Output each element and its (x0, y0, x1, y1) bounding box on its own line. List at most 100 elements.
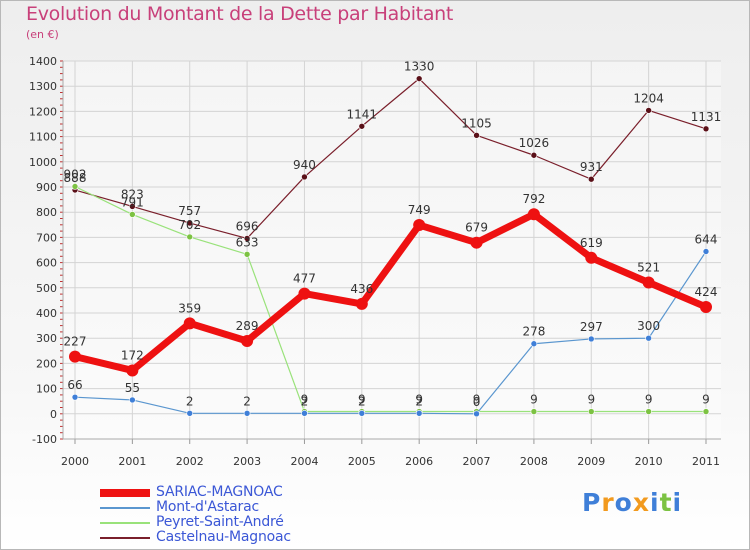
data-label-mont-d-astarac: 300 (637, 319, 660, 333)
data-label-peyret-saint-andr: 902 (64, 167, 87, 181)
data-point-mont-d-astarac (71, 393, 79, 401)
data-point-sariac-magnoac (413, 219, 426, 232)
data-label-sariac-magnoac: 227 (64, 335, 87, 349)
data-label-mont-d-astarac: 55 (125, 381, 140, 395)
data-label-castelnau-magnoac: 1141 (347, 107, 378, 121)
x-tick-label: 2009 (577, 455, 605, 468)
data-point-peyret-saint-andr (71, 183, 79, 190)
logo-letter: o (614, 488, 633, 517)
data-label-castelnau-magnoac: 757 (178, 204, 201, 218)
x-tick-label: 2006 (405, 455, 433, 468)
data-label-sariac-magnoac: 792 (522, 192, 545, 206)
data-point-sariac-magnoac (527, 208, 540, 221)
data-label-sariac-magnoac: 679 (465, 221, 488, 235)
y-tick-label: 300 (36, 332, 57, 345)
data-point-castelnau-magnoac (358, 122, 366, 130)
y-tick-label: 600 (36, 257, 57, 270)
data-label-sariac-magnoac: 619 (580, 236, 603, 250)
y-tick-label: 0 (50, 408, 57, 421)
legend-label: Peyret-Saint-André (156, 514, 284, 530)
data-label-mont-d-astarac: 297 (580, 320, 603, 334)
data-label-mont-d-astarac: 66 (67, 378, 82, 392)
logo-letter: i (650, 488, 660, 517)
data-label-sariac-magnoac: 477 (293, 272, 316, 286)
x-tick-label: 2000 (61, 455, 89, 468)
data-label-sariac-magnoac: 424 (695, 285, 718, 299)
data-point-sariac-magnoac (298, 287, 311, 300)
data-point-sariac-magnoac (700, 300, 712, 313)
data-label-castelnau-magnoac: 1105 (461, 116, 492, 130)
data-label-mont-d-astarac: 2 (415, 394, 423, 408)
data-point-sariac-magnoac (126, 364, 139, 377)
y-tick-label: 1000 (29, 156, 57, 169)
legend-label: Mont-d'Astarac (156, 499, 259, 515)
y-tick-label: 400 (36, 307, 57, 320)
data-point-castelnau-magnoac (301, 173, 308, 181)
data-point-castelnau-magnoac (473, 132, 480, 139)
series-line-peyret-saint-andr (74, 185, 706, 413)
y-tick-label: 100 (36, 383, 57, 396)
data-label-sariac-magnoac: 172 (121, 348, 144, 362)
data-point-mont-d-astarac (358, 409, 366, 417)
x-tick-label: 2003 (233, 455, 261, 468)
series-line-mont-d-astarac (74, 251, 707, 415)
data-point-mont-d-astarac (473, 410, 480, 418)
data-point-sariac-magnoac (183, 317, 196, 330)
x-tick-label: 2001 (118, 455, 146, 468)
data-label-peyret-saint-andr: 9 (358, 393, 366, 407)
data-label-mont-d-astarac: 644 (695, 233, 718, 247)
y-tick-label: 500 (36, 282, 57, 295)
series-line-sariac-magnoac (74, 210, 708, 374)
data-label-castelnau-magnoac: 888 (64, 171, 87, 185)
data-point-mont-d-astarac (702, 248, 710, 255)
y-tick-label: 1400 (29, 55, 57, 68)
y-tick-label: 1100 (29, 131, 57, 144)
data-label-castelnau-magnoac: 1204 (633, 91, 664, 105)
data-point-castelnau-magnoac (243, 235, 251, 242)
data-point-mont-d-astarac (530, 340, 538, 348)
data-label-mont-d-astarac: 2 (186, 394, 194, 408)
data-point-sariac-magnoac (585, 251, 598, 264)
data-label-peyret-saint-andr: 633 (236, 235, 259, 249)
data-label-mont-d-astarac: 2 (301, 394, 309, 408)
legend-label: Castelnau-Magnoac (156, 529, 291, 545)
x-tick-label: 2007 (463, 455, 491, 468)
data-label-peyret-saint-andr: 9 (415, 393, 423, 407)
data-label-castelnau-magnoac: 931 (580, 160, 603, 174)
data-label-castelnau-magnoac: 696 (236, 219, 259, 233)
y-tick-label: -100 (32, 433, 57, 446)
data-point-peyret-saint-andr (243, 250, 251, 258)
data-point-peyret-saint-andr (702, 408, 710, 415)
data-point-castelnau-magnoac (645, 107, 652, 114)
data-label-sariac-magnoac: 436 (350, 282, 373, 296)
plot-area (63, 61, 721, 439)
chart-subtitle: (en €) (26, 28, 59, 41)
x-tick-label: 2011 (692, 455, 720, 468)
chart-title: Evolution du Montant de la Dette par Hab… (26, 3, 454, 25)
data-point-mont-d-astarac (186, 409, 194, 417)
legend-swatch (100, 507, 150, 509)
logo-letter: t (659, 488, 673, 517)
data-label-peyret-saint-andr: 9 (473, 393, 481, 407)
y-tick-label: 700 (36, 231, 57, 244)
data-label-peyret-saint-andr: 791 (121, 195, 144, 209)
y-tick-label: 1200 (29, 105, 57, 118)
y-tick-label: 800 (36, 206, 57, 219)
logo-letter: r (601, 488, 615, 517)
data-label-peyret-saint-andr: 9 (587, 393, 595, 407)
data-label-sariac-magnoac: 289 (236, 319, 259, 333)
data-point-peyret-saint-andr (645, 408, 652, 415)
x-tick-label: 2010 (635, 455, 663, 468)
data-label-sariac-magnoac: 521 (637, 261, 660, 275)
data-point-sariac-magnoac (241, 334, 254, 347)
legend-label: SARIAC-MAGNOAC (156, 484, 283, 500)
series-line-castelnau-magnoac (74, 78, 707, 240)
data-label-castelnau-magnoac: 1131 (691, 110, 722, 124)
data-point-mont-d-astarac (587, 335, 595, 343)
data-point-mont-d-astarac (645, 334, 652, 342)
data-point-mont-d-astarac (129, 396, 136, 404)
data-label-peyret-saint-andr: 9 (301, 393, 309, 407)
logo-letter: P (582, 488, 602, 517)
data-point-mont-d-astarac (243, 409, 251, 417)
